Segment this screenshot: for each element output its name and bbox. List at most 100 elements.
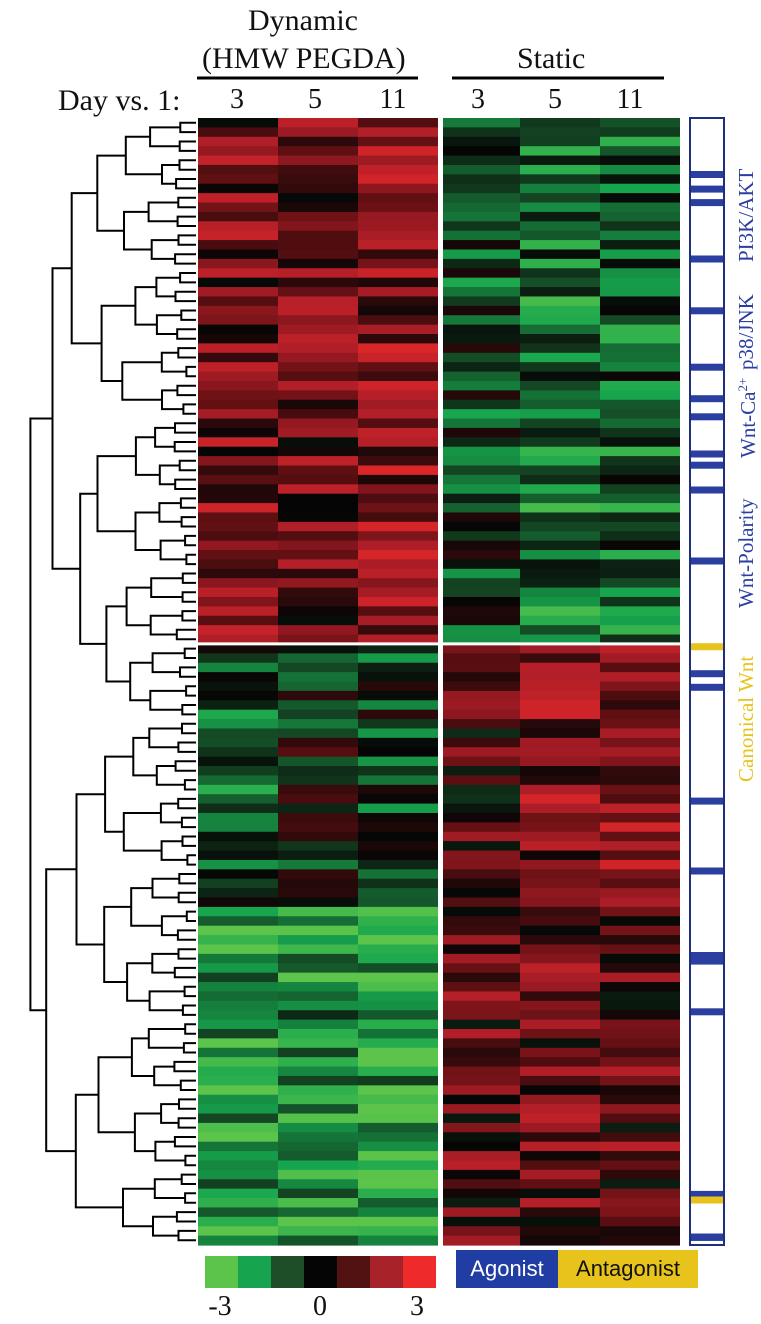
heatmap-cell (358, 831, 438, 842)
heatmap-cell (443, 1141, 520, 1152)
heatmap-cell (520, 1038, 600, 1049)
heatmap-cell (198, 221, 278, 232)
agonist-mark (691, 1008, 723, 1016)
heatmap-cell (600, 550, 680, 561)
heatmap-cell (198, 803, 278, 814)
heatmap-cell (358, 258, 438, 269)
heatmap-cell (443, 1019, 520, 1030)
heatmap-cell (520, 1122, 600, 1133)
heatmap-cell (198, 503, 278, 514)
heatmap-cell (278, 136, 358, 147)
heatmap-cell (600, 1226, 680, 1237)
heatmap-cell (600, 146, 680, 157)
heatmap-cell (358, 512, 438, 523)
heatmap-cell (358, 775, 438, 786)
dendrogram-branch (158, 502, 182, 523)
heatmap-cell (600, 1216, 680, 1227)
dendrogram-branch (175, 178, 196, 190)
heatmap-cell (443, 737, 520, 748)
heatmap-cell (600, 1122, 680, 1133)
heatmap-cell (600, 1028, 680, 1039)
heatmap-cell (520, 409, 600, 420)
dendrogram-branch (129, 661, 153, 702)
heatmap-cell (443, 944, 520, 955)
heatmap-cell (600, 399, 680, 410)
heatmap-cell (358, 1104, 438, 1115)
heatmap-cell (600, 155, 680, 166)
heatmap-cell (443, 812, 520, 823)
heatmap-cell (600, 183, 680, 194)
dendrogram-branch (158, 464, 180, 486)
heatmap-cell (358, 550, 438, 561)
heatmap-cell (358, 925, 438, 936)
pathway-label-p38-jnk: p38/JNK (734, 294, 758, 370)
heatmap-cell (520, 625, 600, 636)
heatmap-cells (198, 118, 680, 1246)
dendrogram-branch (147, 1028, 186, 1049)
heatmap-cell (520, 456, 600, 467)
heatmap-cell (278, 512, 358, 523)
heatmap-cell (198, 653, 278, 664)
heatmap-cell (358, 146, 438, 157)
dendrogram-branch (51, 267, 81, 570)
heatmap-cell (278, 1094, 358, 1105)
dendrogram-branch (178, 459, 196, 472)
heatmap-cell (198, 1010, 278, 1021)
heatmap-cell (443, 512, 520, 523)
heatmap-cell (600, 211, 680, 222)
dendrogram-branch (159, 539, 187, 561)
heatmap-cell (520, 662, 600, 673)
heatmap-cell (520, 841, 600, 852)
heatmap-cell (198, 362, 278, 373)
heatmap-cell (358, 221, 438, 232)
heatmap-cell (600, 315, 680, 326)
heatmap-cell (358, 1038, 438, 1049)
heatmap-cell (278, 343, 358, 354)
dendrogram-branch (134, 286, 157, 326)
heatmap-cell (278, 1141, 358, 1152)
heatmap-cell (278, 1122, 358, 1133)
heatmap-cell (520, 324, 600, 335)
static-group-title: Static (517, 42, 586, 75)
heatmap-cell (278, 1113, 358, 1124)
heatmap-cell (443, 362, 520, 373)
heatmap-cell (443, 1066, 520, 1077)
agonist-mark (691, 1233, 723, 1241)
heatmap-cell (443, 540, 520, 551)
heatmap-cell (198, 118, 278, 128)
heatmap-cell (443, 794, 520, 805)
heatmap-cell (358, 869, 438, 880)
heatmap-cell (198, 127, 278, 138)
dendrogram-branch (179, 121, 196, 134)
dendrogram-branch (155, 276, 181, 298)
heatmap-cell (520, 888, 600, 899)
heatmap-cell (600, 1169, 680, 1180)
agonist-mark (691, 486, 723, 494)
dendrogram-branch (150, 239, 179, 260)
color-scale-swatch (238, 1256, 271, 1288)
heatmap-cell (443, 164, 520, 175)
dendrogram-branch (184, 1154, 196, 1167)
heatmap-cell (520, 474, 600, 485)
antagonist-mark (691, 1196, 723, 1204)
heatmap-cell (278, 1207, 358, 1218)
heatmap-cell (198, 315, 278, 326)
heatmap-cell (358, 859, 438, 870)
heatmap-cell (443, 596, 520, 607)
heatmap-cell (600, 869, 680, 880)
dendrogram-branch (177, 891, 196, 904)
heatmap-cell (443, 672, 520, 683)
heatmap-cell (600, 531, 680, 542)
heatmap-cell (198, 334, 278, 344)
heatmap-cell (278, 362, 358, 373)
heatmap-cell (278, 982, 358, 993)
heatmap-cell (520, 859, 600, 870)
heatmap-cell (198, 1066, 278, 1077)
heatmap-cell (443, 183, 520, 194)
heatmap-cell (278, 521, 358, 532)
heatmap-cell (443, 550, 520, 561)
scale-tick-max: 3 (410, 1291, 424, 1322)
heatmap-cell (358, 587, 438, 598)
heatmap-cell (443, 1122, 520, 1133)
